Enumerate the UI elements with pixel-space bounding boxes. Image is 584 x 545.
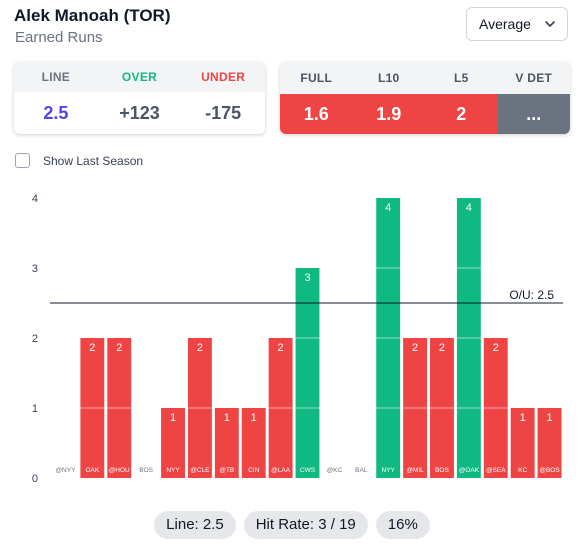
odds-card: LINE OVER UNDER 2.5 +123 -175 — [14, 62, 265, 134]
x-tick-label: @BOS — [539, 467, 560, 474]
earned-runs-chart: 0 1 2 3 4 @NYY 2 OAK 2 @HOU BOS 1 NYY 2 @CLE 1 @TB 1 CIN 2 @… — [32, 193, 563, 485]
summary-pills: Line: 2.5 Hit Rate: 3 / 19 16% — [0, 511, 584, 539]
l5-value[interactable]: 2 — [425, 94, 498, 134]
y-tick-label: 1 — [32, 403, 38, 415]
l10-value[interactable]: 1.9 — [352, 94, 425, 134]
bar — [295, 268, 320, 478]
x-tick-label: @HOU — [109, 467, 130, 474]
x-tick-label: @MIL — [406, 467, 424, 474]
y-tick-label: 3 — [32, 263, 38, 275]
bar-value-label: 1 — [251, 412, 257, 424]
y-tick-label: 0 — [32, 473, 38, 485]
bar — [510, 408, 535, 478]
ou-line-label: O/U: 2.5 — [509, 288, 554, 302]
over-value: +123 — [119, 103, 160, 123]
line-value: 2.5 — [43, 103, 69, 123]
hit-pct-pill: 16% — [375, 511, 430, 539]
tab-vdet[interactable]: V DET — [515, 71, 553, 85]
bar-value-label: 2 — [493, 342, 499, 354]
stat-name: Earned Runs — [15, 29, 103, 46]
bar-value-label: 1 — [520, 412, 526, 424]
x-tick-label: NYY — [166, 467, 180, 474]
bar-value-label: 2 — [278, 342, 284, 354]
bar-value-label: 2 — [116, 342, 122, 354]
hit-rate-pill: Hit Rate: 3 / 19 — [243, 511, 368, 539]
splits-card: FULL L10 L5 V DET 1.6 1.9 2 ... — [280, 62, 570, 134]
full-value[interactable]: 1.6 — [280, 94, 353, 134]
under-header: UNDER — [201, 70, 246, 84]
vdet-value[interactable]: ... — [497, 94, 570, 134]
bar-value-label: 4 — [466, 202, 472, 214]
bar — [537, 408, 562, 478]
bar-value-label: 2 — [412, 342, 418, 354]
bar-value-label: 3 — [304, 272, 310, 284]
x-tick-label: NYY — [381, 467, 395, 474]
y-tick-label: 4 — [32, 193, 38, 205]
x-tick-label: OAK — [85, 467, 99, 474]
show-last-season-label: Show Last Season — [43, 154, 144, 168]
dropdown-label: Average — [479, 16, 531, 32]
player-name: Alek Manoah (TOR) — [14, 6, 171, 25]
x-tick-label: @LAA — [271, 467, 291, 474]
average-dropdown[interactable]: Average — [466, 7, 568, 41]
bar-value-label: 2 — [439, 342, 445, 354]
tab-l5[interactable]: L5 — [453, 71, 469, 85]
x-tick-label: @OAK — [459, 467, 480, 474]
line-header: LINE — [41, 70, 71, 84]
tab-full[interactable]: FULL — [300, 71, 333, 85]
x-tick-label: BOS — [139, 467, 153, 474]
bar-value-label: 1 — [546, 412, 552, 424]
bar-value-label: 1 — [170, 412, 176, 424]
line-pill: Line: 2.5 — [154, 511, 236, 539]
under-value: -175 — [205, 103, 242, 123]
tab-l10[interactable]: L10 — [377, 71, 400, 85]
x-tick-label: KC — [518, 467, 527, 474]
bar — [161, 408, 185, 478]
y-tick-label: 2 — [32, 333, 38, 345]
bar-value-label: 1 — [224, 412, 230, 424]
x-tick-label: CIN — [248, 467, 260, 474]
bar-value-label: 4 — [385, 202, 391, 214]
x-tick-label: @TB — [219, 467, 234, 474]
x-tick-label: BOS — [435, 467, 449, 474]
over-header: OVER — [121, 70, 158, 84]
x-tick-label: @NYY — [55, 467, 76, 474]
show-last-season-checkbox[interactable] — [15, 153, 30, 168]
bar — [241, 408, 266, 478]
x-tick-label: CWS — [300, 467, 316, 474]
bar — [214, 408, 239, 478]
x-tick-label: @KC — [327, 467, 343, 474]
bar-value-label: 2 — [197, 342, 203, 354]
x-tick-label: @CLE — [190, 467, 210, 474]
x-tick-label: @SEA — [486, 467, 506, 474]
chevron-down-icon — [545, 21, 555, 27]
x-tick-label: BAL — [355, 467, 368, 474]
bar-value-label: 2 — [89, 342, 95, 354]
